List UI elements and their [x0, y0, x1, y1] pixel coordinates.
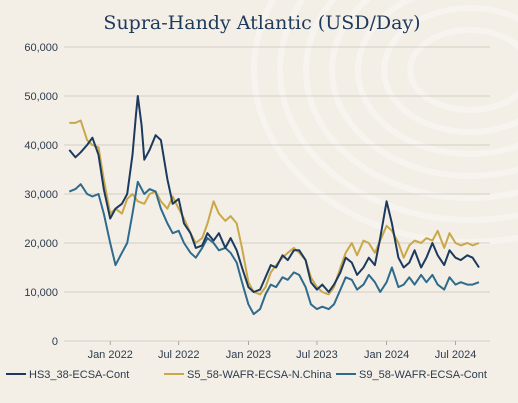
legend: HS3_38-ECSA-Cont S5_58-WAFR-ECSA-N.China S… [6, 369, 487, 381]
y-tick-label: 50,000 [24, 91, 58, 103]
y-tick-label: 10,000 [24, 287, 58, 299]
x-tick-label: Jul 2022 [158, 349, 200, 361]
x-tick-label: Jan 2024 [364, 349, 409, 361]
x-tick-label: Jan 2022 [88, 349, 133, 361]
background-swirl [381, 5, 518, 135]
y-axis-ticks: 0 10,000 20,000 30,000 40,000 50,000 60,000 [24, 42, 58, 348]
y-tick-label: 30,000 [24, 189, 58, 201]
chart-title: Supra-Handy Atlantic (USD/Day) [103, 12, 420, 34]
legend-label: HS3_38-ECSA-Cont [29, 369, 129, 381]
background-swirl [251, 0, 518, 245]
legend-label: S5_58-WAFR-ECSA-N.China [187, 369, 332, 381]
series-line-2 [68, 180, 480, 316]
y-tick-label: 20,000 [24, 238, 58, 250]
y-tick-label: 0 [52, 336, 58, 348]
x-tick-label: Jul 2023 [296, 349, 338, 361]
series-line-0 [68, 95, 480, 293]
background-swirl [407, 27, 518, 113]
series-lines [68, 95, 480, 316]
x-tick-label: Jan 2023 [226, 349, 271, 361]
background-swirl [355, 0, 518, 157]
series-line-1 [69, 119, 480, 296]
x-tick-label: Jul 2024 [435, 349, 477, 361]
x-axis-ticks: Jan 2022 Jul 2022 Jan 2023 Jul 2023 Jan 2024… [88, 341, 477, 361]
y-tick-label: 40,000 [24, 140, 58, 152]
background-swirl [329, 0, 518, 179]
background-swirl [303, 0, 518, 201]
background-pattern [251, 0, 518, 245]
background-swirl [277, 0, 518, 223]
y-tick-label: 60,000 [24, 42, 58, 54]
legend-label: S9_58-WAFR-ECSA-Cont [359, 369, 487, 381]
